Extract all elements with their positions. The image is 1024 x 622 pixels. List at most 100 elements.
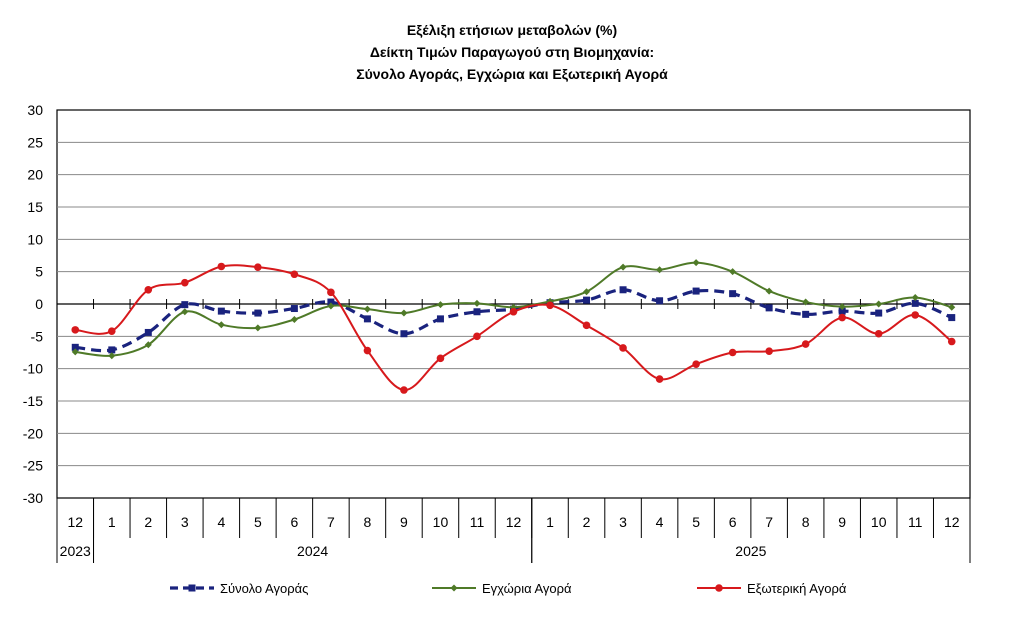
y-tick-label: 5 xyxy=(35,264,43,280)
data-point-square xyxy=(802,310,810,318)
chart-title-line-2: Δείκτη Τιμών Παραγωγού στη Βιομηχανία: xyxy=(370,44,654,60)
x-tick-label: 4 xyxy=(217,514,225,530)
data-point-diamond xyxy=(729,268,737,276)
data-point-diamond xyxy=(217,321,225,329)
series-3 xyxy=(71,262,956,394)
data-point-diamond xyxy=(948,303,956,311)
data-point-circle xyxy=(874,329,883,338)
data-point-square xyxy=(692,287,700,295)
chart-title-line-3: Σύνολο Αγοράς, Εγχώρια και Εξωτερική Αγο… xyxy=(356,66,668,82)
x-tick-label: 1 xyxy=(108,514,116,530)
data-point-diamond xyxy=(802,298,810,306)
legend-label: Εξωτερική Αγορά xyxy=(747,581,847,596)
data-point-circle xyxy=(546,301,554,310)
data-point-diamond xyxy=(619,263,627,271)
data-point-circle xyxy=(290,270,299,279)
data-point-square xyxy=(729,290,737,298)
data-point-circle xyxy=(217,262,226,271)
data-point-circle xyxy=(838,313,846,322)
y-tick-label: 25 xyxy=(27,134,43,150)
x-tick-label: 6 xyxy=(729,514,737,530)
x-tick-label: 6 xyxy=(290,514,298,530)
year-label: 2024 xyxy=(297,543,328,559)
data-point-circle xyxy=(327,288,335,297)
x-tick-label: 8 xyxy=(364,514,372,530)
legend-item: Σύνολο Αγοράς xyxy=(170,581,308,596)
legend-item: Εξωτερική Αγορά xyxy=(697,581,847,596)
y-tick-label: -30 xyxy=(23,490,43,506)
data-point-circle xyxy=(400,386,408,394)
x-tick-label: 12 xyxy=(944,514,960,530)
x-tick-label: 7 xyxy=(765,514,773,530)
x-tick-label: 2 xyxy=(583,514,591,530)
x-tick-label: 8 xyxy=(802,514,810,530)
data-point-diamond xyxy=(765,287,773,295)
x-tick-label: 3 xyxy=(181,514,189,530)
data-point-circle xyxy=(363,346,372,355)
data-point-diamond xyxy=(144,341,152,349)
data-point-circle xyxy=(715,584,723,592)
x-tick-label: 10 xyxy=(871,514,887,530)
data-point-square xyxy=(911,299,919,307)
year-label: 2025 xyxy=(735,543,766,559)
x-tick-label: 5 xyxy=(692,514,700,530)
data-point-circle xyxy=(71,326,80,334)
year-label: 2023 xyxy=(60,543,91,559)
data-point-square xyxy=(217,307,225,315)
data-point-square xyxy=(619,286,627,294)
data-point-diamond xyxy=(838,303,846,311)
data-point-square xyxy=(144,328,152,336)
chart-title-line-1: Εξέλιξη ετήσιων μεταβολών (%) xyxy=(407,22,617,38)
data-point-diamond xyxy=(473,299,481,307)
data-point-circle xyxy=(801,340,810,348)
data-point-circle xyxy=(911,311,920,319)
data-point-diamond xyxy=(583,288,591,296)
series-line xyxy=(75,288,953,353)
data-point-square xyxy=(71,343,79,351)
data-point-square xyxy=(400,330,408,338)
data-point-circle xyxy=(765,347,773,356)
y-tick-label: -10 xyxy=(23,361,43,377)
data-point-circle xyxy=(144,285,153,294)
legend-label: Σύνολο Αγοράς xyxy=(220,581,308,596)
series-2 xyxy=(71,259,956,360)
data-point-circle xyxy=(181,278,189,287)
data-point-square xyxy=(948,314,956,322)
data-point-circle xyxy=(509,307,518,316)
data-point-square xyxy=(473,308,481,316)
data-point-circle xyxy=(473,332,481,341)
x-tick-label: 10 xyxy=(433,514,449,530)
legend-label: Εγχώρια Αγορά xyxy=(482,581,572,596)
data-point-square xyxy=(181,301,189,309)
data-point-circle xyxy=(728,348,737,357)
y-tick-label: -5 xyxy=(31,328,44,344)
data-point-square xyxy=(108,346,116,354)
x-tick-label: 3 xyxy=(619,514,627,530)
data-point-diamond xyxy=(450,584,458,592)
data-point-diamond xyxy=(911,294,919,302)
y-tick-label: -20 xyxy=(23,425,43,441)
data-point-square xyxy=(875,309,883,317)
x-tick-label: 12 xyxy=(506,514,522,530)
x-tick-label: 2 xyxy=(144,514,152,530)
data-point-circle xyxy=(947,337,956,346)
series-1 xyxy=(71,286,956,354)
x-tick-label: 7 xyxy=(327,514,335,530)
data-point-square xyxy=(363,315,371,323)
data-point-diamond xyxy=(436,301,444,309)
data-point-square xyxy=(188,584,196,592)
data-point-square xyxy=(838,307,846,315)
x-tick-label: 4 xyxy=(656,514,664,530)
data-point-square xyxy=(327,298,335,306)
y-tick-label: 10 xyxy=(27,231,43,247)
data-point-diamond xyxy=(400,309,408,317)
y-tick-label: 0 xyxy=(35,296,43,312)
x-tick-label: 11 xyxy=(470,514,485,530)
y-tick-label: -15 xyxy=(23,393,43,409)
data-point-circle xyxy=(582,321,591,330)
x-tick-label: 5 xyxy=(254,514,262,530)
x-tick-label: 1 xyxy=(546,514,554,530)
y-tick-label: -25 xyxy=(23,458,43,474)
y-tick-label: 20 xyxy=(27,167,43,183)
x-tick-label: 11 xyxy=(908,514,923,530)
